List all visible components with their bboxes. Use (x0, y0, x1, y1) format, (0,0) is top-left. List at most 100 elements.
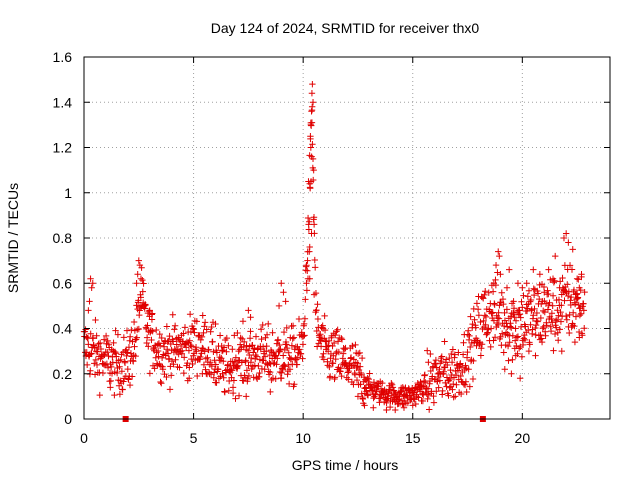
data-point (443, 374, 451, 381)
data-point (91, 344, 98, 352)
y-tick-label: 0.6 (53, 275, 73, 291)
data-point (86, 298, 93, 305)
data-point (465, 327, 472, 334)
data-point (180, 330, 187, 337)
data-point (93, 332, 100, 340)
data-point (307, 132, 314, 140)
data-point (489, 288, 497, 295)
data-point (330, 339, 338, 347)
data-point (304, 214, 312, 222)
data-point (451, 351, 459, 358)
data-point (89, 334, 97, 342)
data-point (197, 336, 204, 344)
data-point (564, 292, 572, 300)
data-point (516, 311, 524, 318)
data-point (379, 379, 386, 387)
data-point (186, 311, 194, 318)
data-point (463, 354, 471, 361)
data-point (544, 306, 552, 313)
data-point (200, 361, 208, 368)
x-axis-label: GPS time / hours (292, 457, 399, 473)
data-point (565, 239, 572, 246)
data-point (156, 330, 163, 338)
data-point (321, 326, 329, 334)
data-point (207, 328, 214, 335)
data-point (296, 346, 303, 353)
data-point (554, 329, 561, 336)
data-point (509, 356, 516, 363)
data-point (120, 334, 128, 341)
data-point (528, 306, 535, 313)
data-point (171, 326, 178, 333)
data-point (360, 373, 368, 381)
data-point (163, 323, 171, 330)
data-point (219, 347, 227, 354)
data-point (308, 108, 315, 115)
data-point (491, 334, 499, 341)
data-point (495, 315, 503, 322)
data-point (399, 401, 407, 408)
data-point (412, 400, 419, 408)
data-point (501, 317, 509, 324)
data-point (238, 359, 245, 366)
data-point (210, 369, 218, 376)
data-point (550, 347, 557, 354)
data-point (267, 360, 274, 368)
data-point (373, 388, 380, 395)
data-point (263, 331, 271, 338)
data-point (555, 296, 563, 303)
data-point (572, 313, 580, 320)
data-point (208, 323, 215, 331)
data-point (566, 311, 573, 319)
data-point (535, 332, 543, 339)
data-point (128, 326, 135, 334)
data-point (208, 362, 216, 370)
data-point (186, 375, 193, 382)
data-point (121, 359, 129, 366)
data-point (530, 312, 537, 319)
data-point (420, 377, 428, 385)
data-point (542, 300, 550, 307)
data-point (261, 366, 268, 373)
data-point (516, 375, 524, 382)
data-point (189, 360, 196, 368)
data-point (134, 271, 141, 278)
data-point (560, 234, 568, 242)
data-point (228, 367, 236, 374)
data-point (245, 372, 253, 380)
data-point (424, 385, 432, 392)
data-point (541, 289, 548, 296)
data-point (96, 339, 104, 347)
data-point (311, 256, 318, 264)
data-point (247, 328, 254, 335)
data-point (538, 338, 546, 346)
data-point (549, 319, 556, 326)
data-point (503, 284, 511, 291)
data-point (377, 395, 384, 402)
data-point (255, 362, 262, 370)
data-point (543, 322, 550, 329)
data-point (177, 342, 185, 350)
data-point (474, 306, 482, 313)
data-point (503, 306, 511, 313)
data-point (485, 289, 492, 296)
data-point (293, 361, 301, 368)
data-point (564, 281, 571, 288)
data-point (240, 338, 248, 346)
data-point (189, 325, 197, 332)
data-point (354, 393, 362, 400)
data-point (494, 314, 502, 322)
data-point (183, 338, 191, 346)
data-point (566, 262, 574, 269)
data-point (136, 261, 144, 269)
data-point (304, 257, 311, 264)
data-point (487, 325, 495, 332)
data-point (234, 329, 241, 337)
data-point (539, 325, 547, 332)
data-point (149, 328, 156, 335)
data-point (512, 317, 520, 324)
data-point (194, 372, 201, 380)
data-point (418, 397, 425, 405)
data-point (352, 341, 359, 349)
data-point (514, 280, 522, 287)
